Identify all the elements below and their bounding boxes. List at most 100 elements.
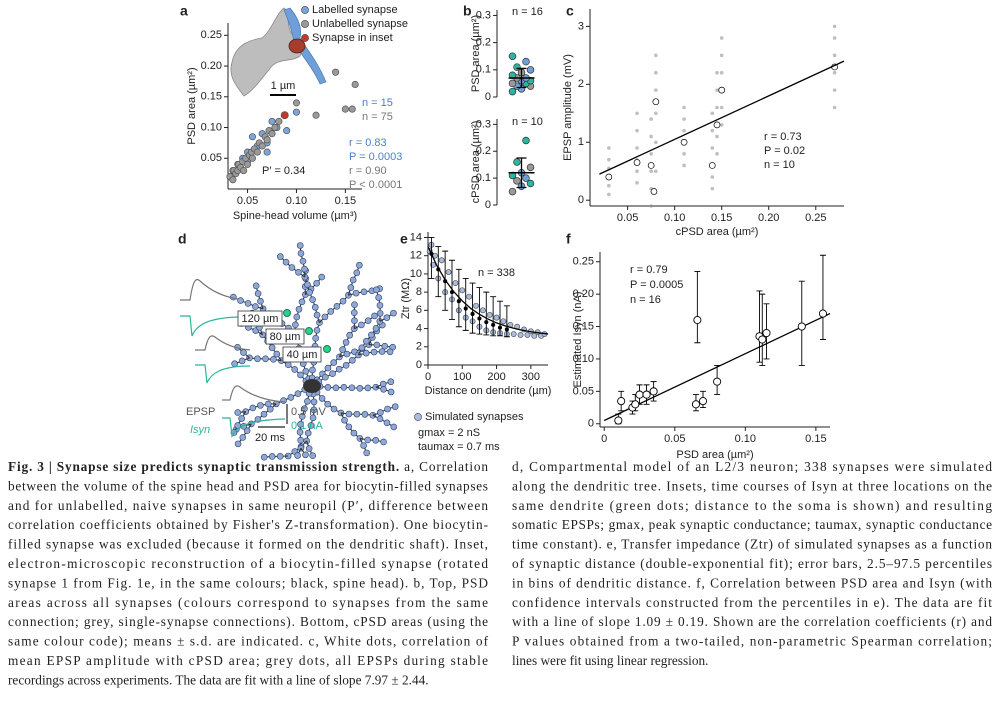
panel-label: d	[178, 231, 187, 247]
synapse-bead	[239, 434, 247, 441]
synapse-bead	[383, 314, 391, 321]
bin-point	[758, 335, 767, 344]
y-tick-label: 0	[578, 194, 584, 206]
caption-text: areas across all synapses (colours corre…	[8, 595, 488, 610]
data-point	[713, 121, 721, 129]
caption-line: correlation coefficients obtained by Fis…	[8, 517, 488, 532]
synapse-bead	[295, 305, 303, 313]
synapse-bead	[238, 357, 246, 365]
caption-line: synapse 1 from Fig. 1e, in the same colo…	[8, 575, 488, 590]
synapse-bead	[339, 297, 347, 305]
synapse-bead	[260, 453, 268, 461]
synapse-bead	[297, 420, 304, 428]
data-point	[682, 105, 686, 110]
x-tick-label: 0.15	[711, 212, 732, 224]
synapse-bead	[375, 294, 382, 301]
isyn-label: Isyn	[190, 424, 210, 436]
caption-line: Fig. 3 | Synapse size predicts synaptic …	[8, 459, 488, 474]
synapse-bead	[364, 317, 372, 324]
legend-marker	[301, 6, 309, 14]
synapse-bead	[257, 402, 264, 409]
dendrite	[264, 455, 289, 458]
y-axis-label: PSD area (µm²)	[470, 15, 482, 92]
y-tick-label: 0.1	[476, 172, 491, 184]
synapse-bead	[349, 356, 356, 364]
dendrite	[255, 285, 264, 309]
synapse-bead	[364, 384, 372, 392]
synapse-bead	[276, 453, 284, 460]
inset-reconstruction	[230, 7, 327, 97]
y-tick-label: 6	[416, 304, 422, 316]
synapse-bead	[327, 308, 335, 315]
caption-line: electron-microscopic reconstruction of a…	[8, 556, 488, 571]
caption-line: mean EPSP amplitude with cPSD area; grey…	[8, 653, 488, 668]
dendrite	[368, 344, 393, 348]
synapse-bead	[356, 384, 364, 392]
data-point	[292, 99, 301, 107]
synapse-bead	[348, 384, 356, 392]
synapse-bead	[294, 390, 302, 397]
data-point	[680, 138, 688, 146]
synapse-bead	[302, 451, 309, 459]
caption-line: with a line of slope 1.09 ± 0.19. Shown …	[512, 614, 992, 629]
synapse-bead	[329, 370, 336, 378]
x-tick-label: 0.20	[758, 212, 779, 224]
data-point	[649, 169, 653, 174]
legend-label: Unlabelled synapse	[312, 18, 408, 30]
data-point	[719, 36, 724, 40]
synapse-bead	[343, 350, 351, 358]
annotation: r = 0.83	[349, 137, 387, 149]
synapse-bead	[238, 415, 245, 422]
fit-line	[427, 246, 549, 335]
y-tick-label: 12	[410, 250, 422, 262]
bin-point	[617, 397, 626, 406]
scale-label: 0.5 mV	[291, 406, 327, 418]
data-point	[654, 70, 658, 75]
y-tick-label: 0.10	[201, 121, 222, 133]
data-point	[635, 128, 639, 133]
synapse-bead	[372, 436, 380, 444]
data-point	[459, 287, 466, 294]
caption-line: lines were fit using linear regression.	[512, 653, 708, 668]
annotation: r = 0.90	[349, 165, 387, 177]
soma	[303, 379, 321, 393]
dendrite	[368, 324, 383, 345]
annotation: P < 0.0001	[349, 179, 402, 191]
dendrite	[354, 315, 375, 330]
bin-point	[762, 328, 771, 338]
data-point	[832, 88, 837, 92]
epsp-label: EPSP	[186, 406, 215, 418]
dendrite	[233, 411, 247, 433]
data-point	[312, 111, 320, 119]
data-point	[605, 173, 613, 181]
error-bar	[469, 282, 476, 334]
synapse-bead	[304, 281, 311, 288]
caption-text: a, Correlation	[400, 459, 488, 474]
y-tick-label: 14	[410, 231, 422, 243]
synapse-bead	[284, 361, 292, 369]
panel-label: f	[566, 231, 571, 247]
y-tick-label: 0	[588, 418, 594, 430]
synapse-bead	[387, 378, 395, 386]
data-point	[715, 88, 719, 92]
x-tick-label: 200	[487, 371, 505, 383]
synapse-bead	[350, 309, 358, 317]
x-tick-label: 0.15	[335, 195, 356, 207]
synapse-bead	[342, 361, 350, 369]
x-tick-label: 0.10	[664, 212, 685, 224]
bin-point	[504, 327, 509, 332]
synapse-bead	[249, 404, 257, 412]
synapse-bead	[260, 410, 268, 418]
bin-point	[470, 311, 475, 317]
caption-title: Fig. 3 | Synapse size predicts synaptic …	[8, 459, 399, 474]
data-point	[635, 111, 639, 116]
x-tick-label: 0	[425, 371, 431, 383]
synapse-bead	[330, 359, 338, 366]
data-point	[510, 331, 517, 337]
synapse-point	[522, 57, 530, 66]
synapse-bead	[341, 416, 348, 424]
caption: Fig. 3 | Synapse size predicts synaptic …	[8, 459, 992, 687]
dendrite	[237, 423, 252, 445]
data-point	[486, 311, 493, 318]
x-axis-label: cPSD area (µm²)	[676, 226, 759, 238]
